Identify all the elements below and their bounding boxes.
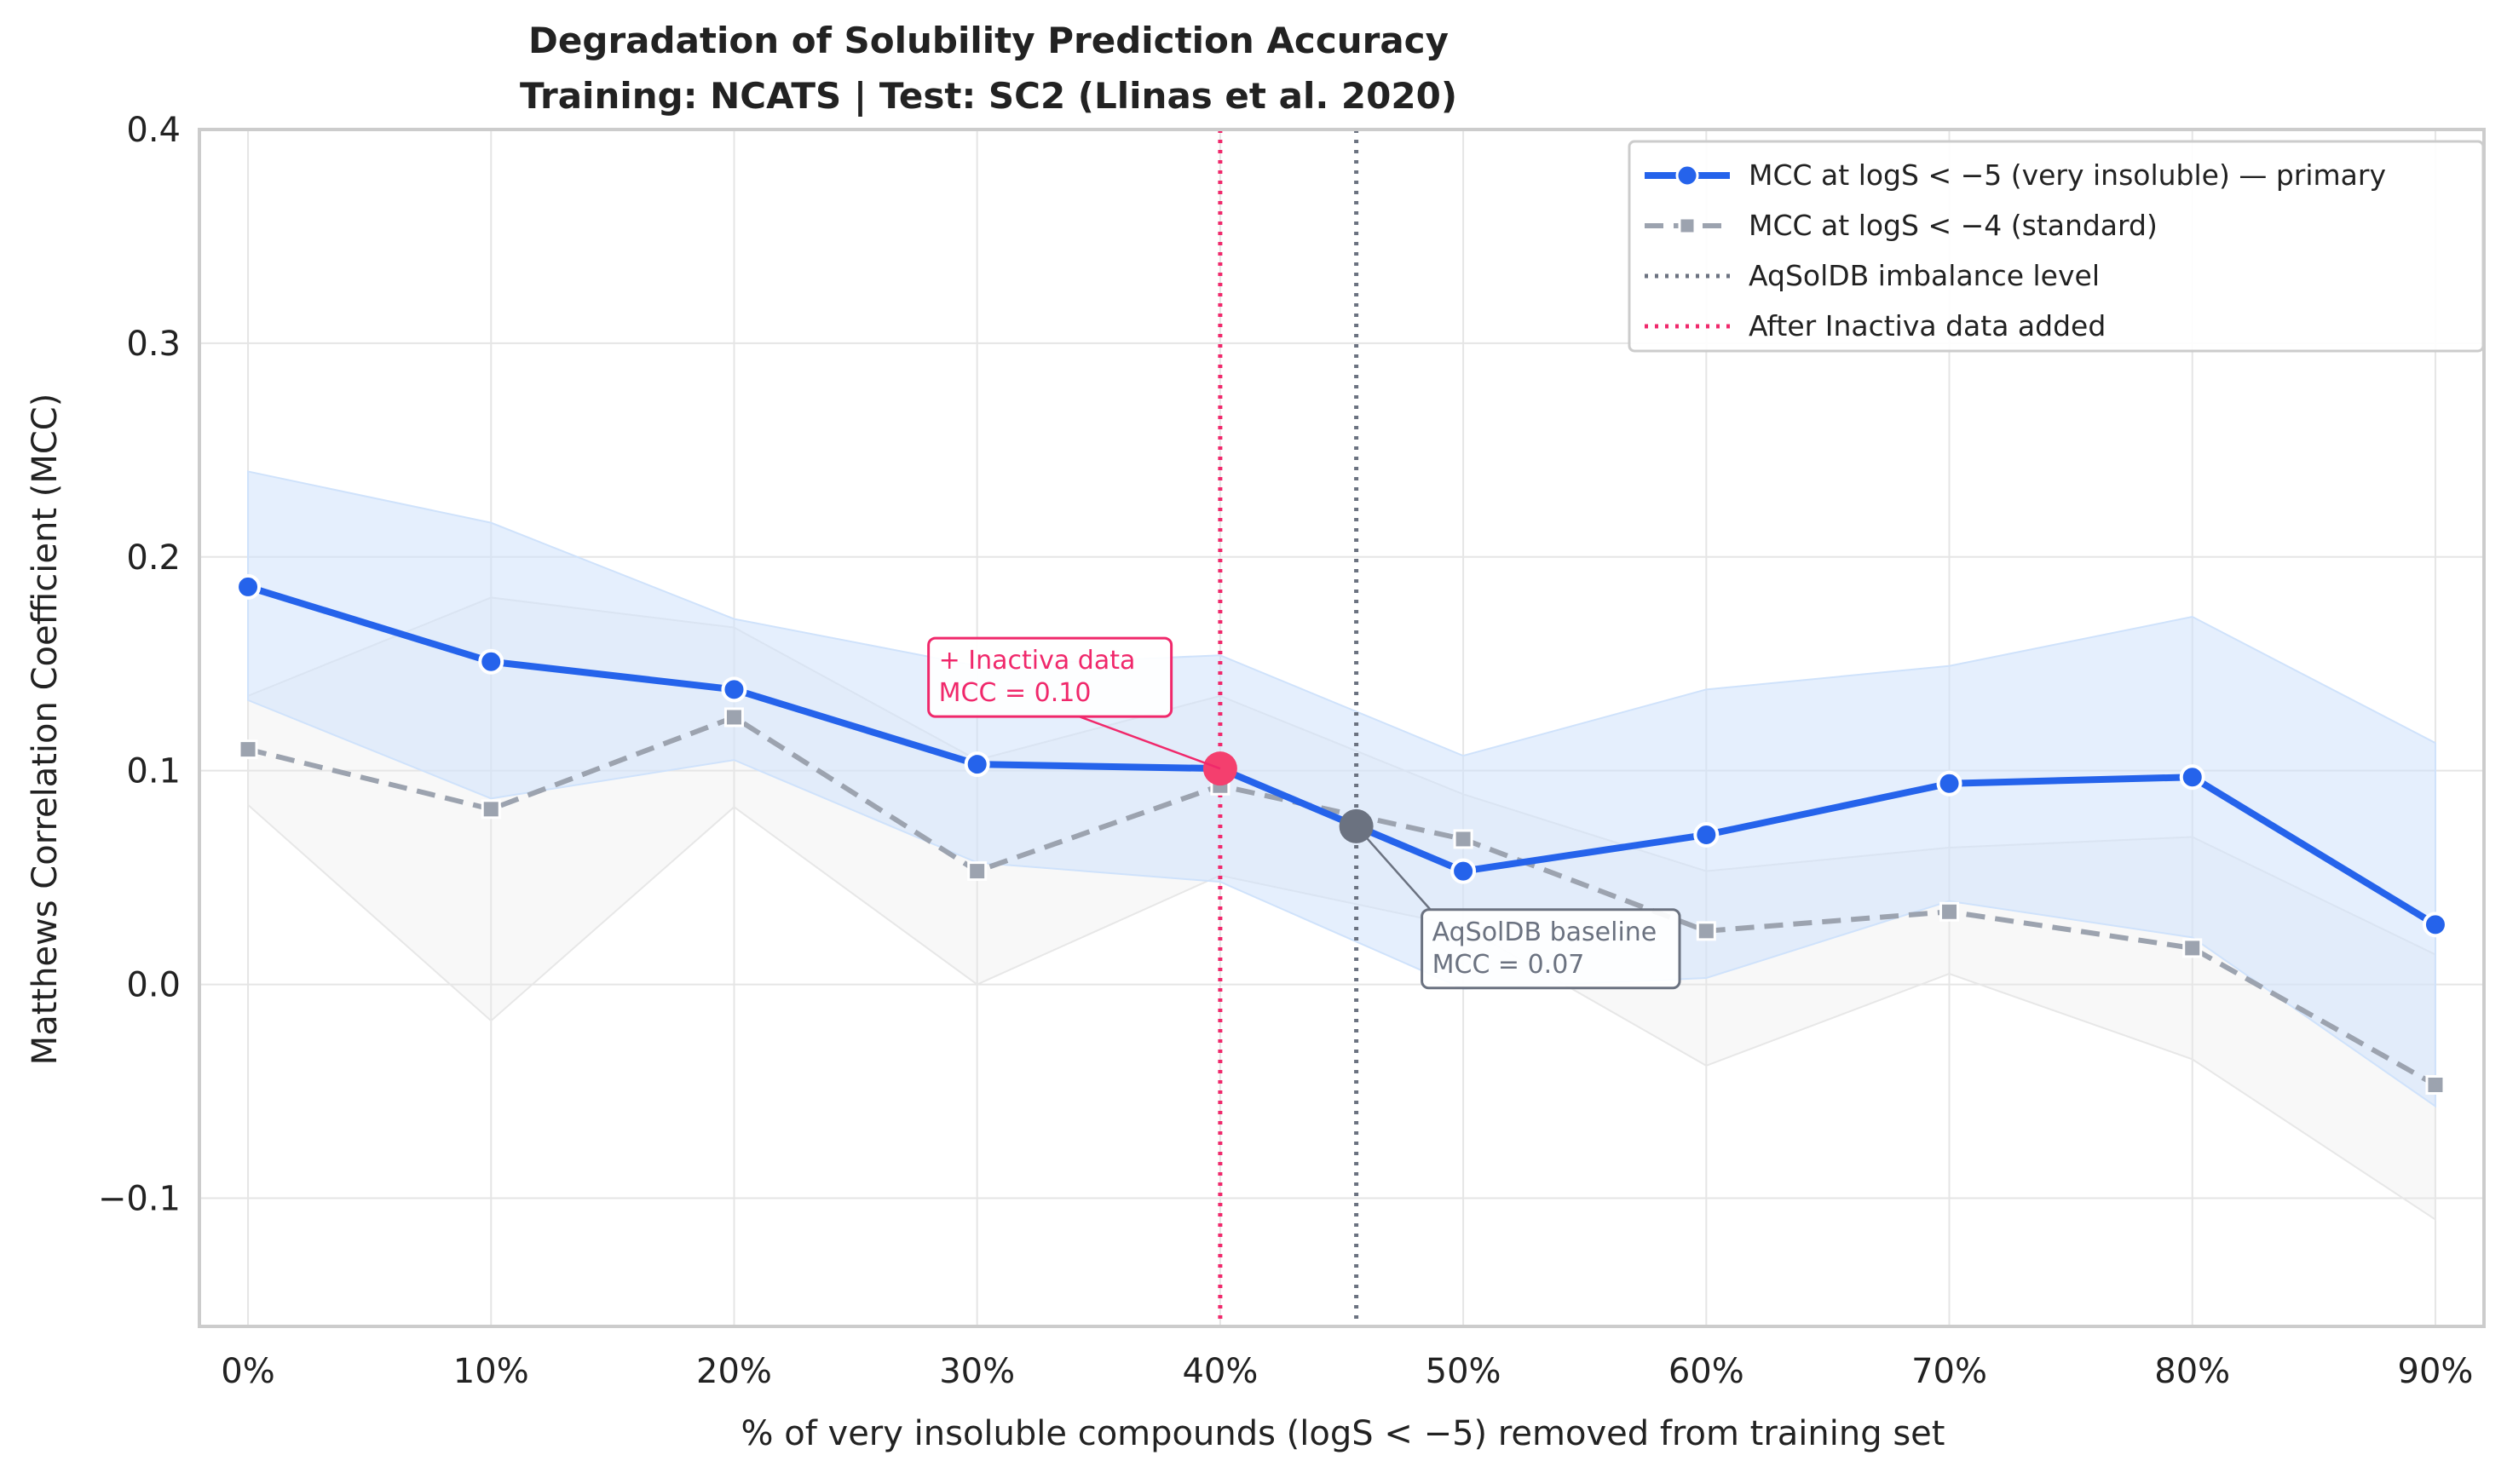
legend: MCC at logS < −5 (very insoluble) — prim…: [1628, 140, 2485, 353]
series-1-point: [238, 739, 258, 760]
x-tick-label: 60%: [1668, 1352, 1744, 1391]
series-1-point: [1939, 901, 1960, 922]
series-0-point: [1936, 770, 1962, 797]
series-line-1: [247, 714, 2437, 1088]
legend-label-2: AqSolDB imbalance level: [1749, 259, 2100, 292]
series-0-point: [721, 676, 747, 703]
y-tick-label: 0.1: [126, 752, 181, 791]
chart-subtitle: Training: NCATS | Test: SC2 (Llinas et a…: [520, 75, 1457, 117]
series-0-point: [964, 751, 990, 778]
annotation-box-0: [927, 636, 1173, 718]
legend-label-0: MCC at logS < −5 (very insoluble) — prim…: [1749, 158, 2386, 192]
series-1-point: [1453, 829, 1473, 849]
y-tick-label: 0.0: [126, 966, 181, 1005]
series-1-point: [2425, 1074, 2446, 1095]
x-tick-label: 10%: [453, 1352, 529, 1391]
x-tick-label: 80%: [2154, 1352, 2230, 1391]
x-tick-label: 90%: [2398, 1352, 2474, 1391]
y-tick-label: 0.4: [126, 111, 181, 150]
y-tick-label: −0.1: [98, 1179, 181, 1218]
series-1-point: [1696, 921, 1716, 941]
x-tick-label: 40%: [1182, 1352, 1258, 1391]
legend-box: [1628, 140, 2485, 353]
x-tick-label: 70%: [1911, 1352, 1987, 1391]
legend-marker: [1678, 216, 1697, 235]
series-0-point: [2422, 912, 2448, 938]
y-tick-label: 0.3: [126, 325, 181, 364]
chart-title: Degradation of Solubility Prediction Acc…: [528, 20, 1449, 61]
legend-label-1: MCC at logS < −4 (standard): [1749, 209, 2158, 242]
annotation-text: MCC = 0.10: [939, 678, 1092, 708]
series-0-point: [478, 648, 504, 675]
series-1-point: [967, 861, 988, 882]
band-layer: [247, 470, 2436, 1222]
annotation-text: AqSolDB baseline: [1432, 917, 1657, 947]
series-0-point: [1450, 858, 1477, 884]
x-tick-label: 50%: [1426, 1352, 1501, 1391]
annotation-arrow-1: [1355, 825, 1432, 911]
legend-label-3: After Inactiva data added: [1749, 309, 2106, 342]
annotation-box-1: [1421, 908, 1681, 990]
x-tick-label: 30%: [939, 1352, 1015, 1391]
axis-layer: 0% 10% 20% 30% 40% 50% 60% 70% 80% 90% −0.1 0.0 0.1 0…: [98, 111, 2486, 1391]
series-1-point: [2182, 938, 2203, 958]
annotation-arrow-0: [1078, 715, 1221, 770]
x-tick-label: 20%: [696, 1352, 772, 1391]
y-tick-label: 0.2: [126, 538, 181, 578]
plot-frame: [198, 128, 2486, 1328]
y-axis-label: Matthews Correlation Coefficient (MCC): [26, 394, 65, 1066]
x-tick-label: 0%: [221, 1352, 274, 1391]
legend-marker: [1675, 164, 1699, 187]
x-axis-label: % of very insoluble compounds (logS < −5…: [741, 1414, 1945, 1453]
series-0-point: [235, 573, 262, 600]
series-0-point: [1693, 821, 1720, 848]
series-1-point: [723, 707, 744, 728]
series-1-point: [481, 799, 501, 820]
annotation-text: + Inactiva data: [939, 646, 1136, 676]
annotation-text: MCC = 0.07: [1432, 950, 1585, 980]
series-0-point: [2179, 764, 2205, 791]
